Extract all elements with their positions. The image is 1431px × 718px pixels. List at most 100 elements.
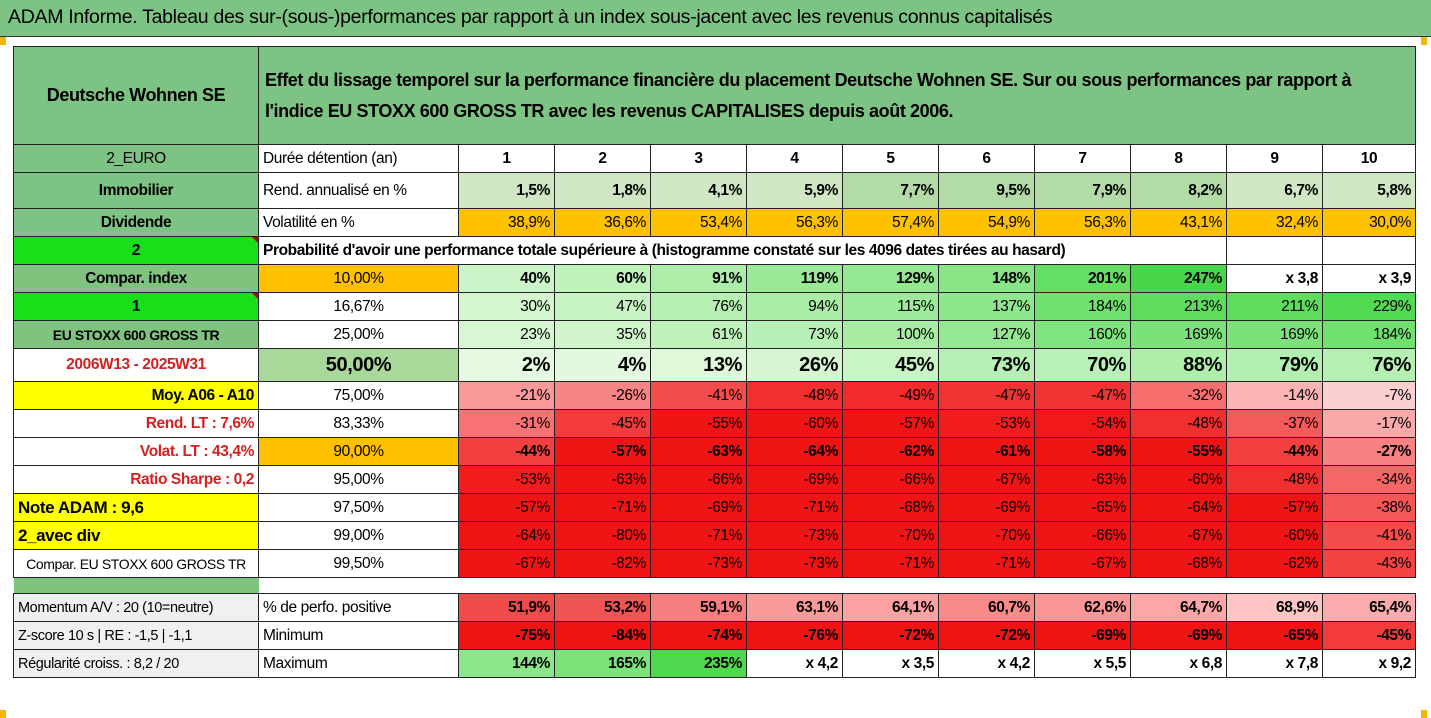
side-label: Z-score 10 s | RE : -1,5 | -1,1 xyxy=(13,621,259,650)
quantile-value: -47% xyxy=(938,381,1035,410)
bottom-value: -69% xyxy=(1130,621,1227,650)
volatility-value: 32,4% xyxy=(1226,208,1323,237)
quantile-value: -53% xyxy=(938,409,1035,438)
table-row: Volat. LT : 43,4% 90,00% -44% -57% -63% -64% -… xyxy=(13,437,1417,466)
quantile-value: -67% xyxy=(938,465,1035,494)
quantile-value: -68% xyxy=(1130,549,1227,578)
quantile-value: -31% xyxy=(458,409,555,438)
table-row: Compar. index 10,00% 40% 60% 91% 119% 129% 148%… xyxy=(13,264,1417,293)
quantile-value: 45% xyxy=(842,348,939,382)
quantile-value: -69% xyxy=(650,493,747,522)
row-label: Durée détention (an) xyxy=(258,144,459,173)
row-label: Maximum xyxy=(258,649,459,678)
side-label: 2 xyxy=(13,236,259,265)
period-7: 7 xyxy=(1034,144,1131,173)
bottom-value: x 7,8 xyxy=(1226,649,1323,678)
quantile-value: 213% xyxy=(1130,292,1227,321)
quantile-value: 211% xyxy=(1226,292,1323,321)
quantile-pct: 75,00% xyxy=(258,381,459,410)
period-6: 6 xyxy=(938,144,1035,173)
table-row: Note ADAM : 9,6 97,50% -57% -71% -69% -71% -68… xyxy=(13,493,1417,522)
quantile-value: -64% xyxy=(1130,493,1227,522)
bottom-value: 63,1% xyxy=(746,593,843,622)
quantile-value: -58% xyxy=(1034,437,1131,466)
table-row: 2_avec div 99,00% -64% -80% -71% -73% -70% -70%… xyxy=(13,521,1417,550)
quantile-value: -27% xyxy=(1321,437,1417,466)
row-label: Volatilité en % xyxy=(258,208,459,237)
quantile-value: -55% xyxy=(650,409,747,438)
quantile-value: -67% xyxy=(458,549,555,578)
quantile-value: 100% xyxy=(842,320,939,349)
quantile-value: 76% xyxy=(650,292,747,321)
quantile-value: 229% xyxy=(1321,292,1417,321)
period-10: 10 xyxy=(1321,144,1417,173)
quantile-value: 73% xyxy=(746,320,843,349)
quantile-value: x 3,8 xyxy=(1226,264,1323,293)
bottom-value: x 5,5 xyxy=(1034,649,1131,678)
quantile-value: 148% xyxy=(938,264,1035,293)
table-row: Momentum A/V : 20 (10=neutre)% de perfo.… xyxy=(13,593,1417,622)
side-label: Moy. A06 - A10 xyxy=(13,381,259,410)
quantile-value: -63% xyxy=(1034,465,1131,494)
side-label: Ratio Sharpe : 0,2 xyxy=(13,465,259,494)
quantile-value: -53% xyxy=(458,465,555,494)
bottom-value: x 6,8 xyxy=(1130,649,1227,678)
side-label: Régularité croiss. : 8,2 / 20 xyxy=(13,649,259,678)
quantile-value: 26% xyxy=(746,348,843,382)
quantile-value: -71% xyxy=(650,521,747,550)
quantile-value: -63% xyxy=(554,465,651,494)
quantile-value: -73% xyxy=(650,549,747,578)
bottom-value: 165% xyxy=(554,649,651,678)
report-description: Effet du lissage temporel sur la perform… xyxy=(257,46,1417,145)
bottom-value: 59,1% xyxy=(650,593,747,622)
bottom-value: 64,1% xyxy=(842,593,939,622)
quantile-value: -34% xyxy=(1321,465,1417,494)
bottom-value: x 9,2 xyxy=(1321,649,1417,678)
return-value: 4,1% xyxy=(650,172,747,209)
bottom-value: 62,6% xyxy=(1034,593,1131,622)
side-label: Compar. index xyxy=(13,264,259,293)
bottom-value: 60,7% xyxy=(938,593,1035,622)
quantile-value: 127% xyxy=(938,320,1035,349)
bottom-value: -72% xyxy=(938,621,1035,650)
bottom-value: x 4,2 xyxy=(938,649,1035,678)
row-label: Rend. annualisé en % xyxy=(258,172,459,209)
quantile-value: -44% xyxy=(458,437,555,466)
table-row: Régularité croiss. : 8,2 / 20 Maximum 144%… xyxy=(13,649,1417,678)
table-row: 2006W13 - 2025W31 50,00% 2% 4% 13% 26% 45% 73% 7… xyxy=(13,348,1417,382)
quantile-value: -49% xyxy=(842,381,939,410)
quantile-value: -44% xyxy=(1226,437,1323,466)
quantile-value: -64% xyxy=(458,521,555,550)
return-value: 1,5% xyxy=(458,172,555,209)
quantile-value: 73% xyxy=(938,348,1035,382)
return-value: 1,8% xyxy=(554,172,651,209)
quantile-pct: 50,00% xyxy=(258,348,459,382)
quantile-value: -43% xyxy=(1321,549,1417,578)
bottom-value: -45% xyxy=(1321,621,1417,650)
quantile-value: -41% xyxy=(1321,521,1417,550)
return-value: 9,5% xyxy=(938,172,1035,209)
empty-cell xyxy=(1226,236,1323,265)
quantile-value: -66% xyxy=(1034,521,1131,550)
period-2: 2 xyxy=(554,144,651,173)
spacer xyxy=(13,577,259,594)
volatility-value: 56,3% xyxy=(1034,208,1131,237)
quantile-value: 23% xyxy=(458,320,555,349)
quantile-value: -54% xyxy=(1034,409,1131,438)
quantile-value: 184% xyxy=(1321,320,1417,349)
quantile-value: -57% xyxy=(458,493,555,522)
quantile-value: -57% xyxy=(554,437,651,466)
quantile-value: x 3,9 xyxy=(1321,264,1417,293)
volatility-value: 57,4% xyxy=(842,208,939,237)
volatility-value: 30,0% xyxy=(1321,208,1417,237)
quantile-value: -68% xyxy=(842,493,939,522)
quantile-value: 60% xyxy=(554,264,651,293)
side-label: 2006W13 - 2025W31 xyxy=(13,348,259,382)
table-row: Moy. A06 - A10 75,00% -21% -26% -41% -48% -49%… xyxy=(13,381,1417,410)
quantile-value: -41% xyxy=(650,381,747,410)
bottom-value: -84% xyxy=(554,621,651,650)
return-value: 6,7% xyxy=(1226,172,1323,209)
volatility-value: 43,1% xyxy=(1130,208,1227,237)
side-label: 2_avec div xyxy=(13,521,259,550)
quantile-value: -73% xyxy=(746,549,843,578)
